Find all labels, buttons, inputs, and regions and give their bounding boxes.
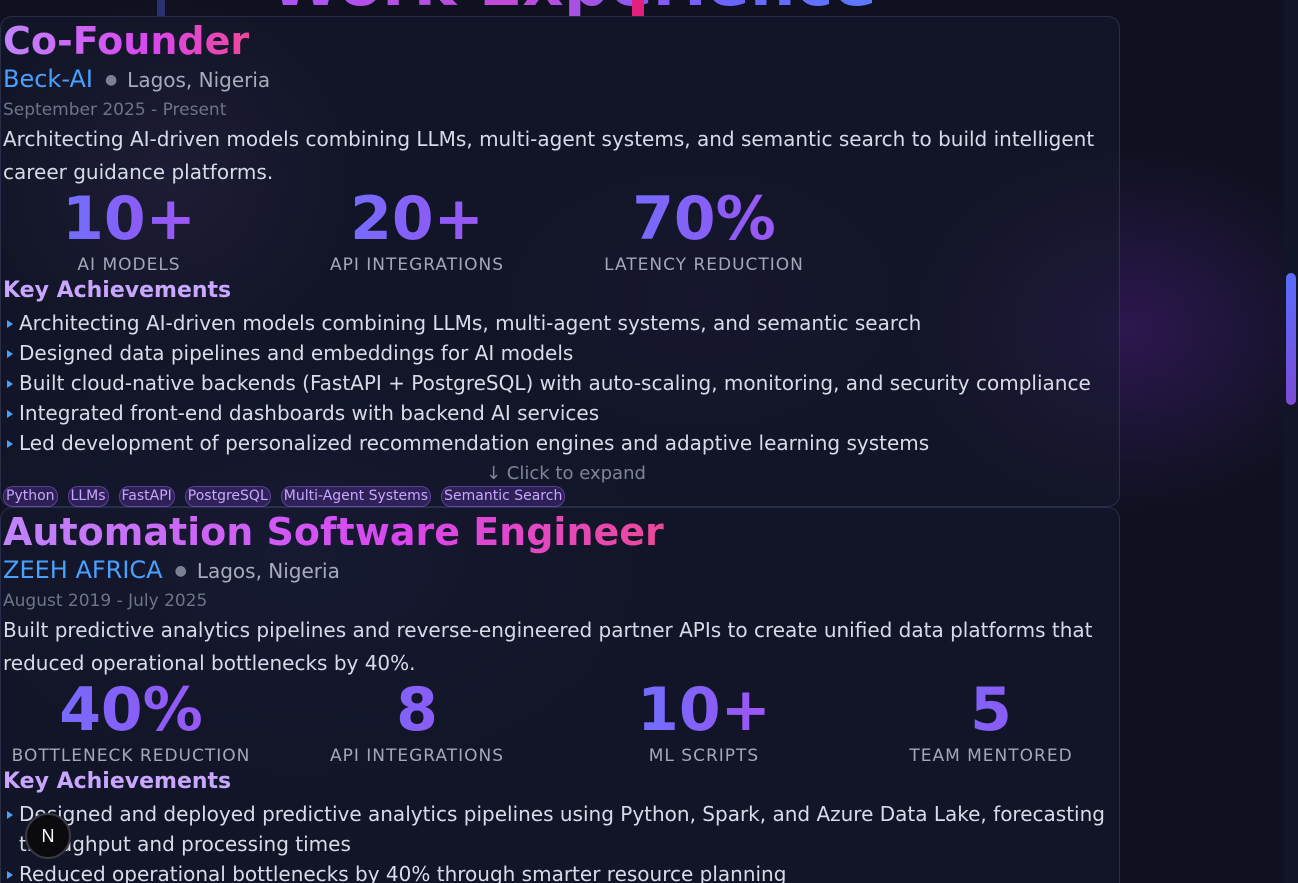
- svg-text:N: N: [42, 826, 55, 846]
- achievements-heading: Key Achievements: [3, 769, 232, 794]
- metric: 8 API INTEGRATIONS: [317, 680, 517, 766]
- metric-value: 70%: [594, 189, 814, 249]
- job-title: Co-Founder: [3, 19, 250, 63]
- achievement-text: Architecting AI-driven models combining …: [19, 311, 922, 335]
- tech-tag: FastAPI: [118, 486, 175, 507]
- metric-label: TEAM MENTORED: [909, 746, 1073, 766]
- bullet-arrow-icon: [7, 811, 13, 819]
- metric-label: LATENCY REDUCTION: [604, 255, 804, 275]
- metric-value: 20+: [317, 189, 517, 249]
- metric: 10+ AI MODELS: [49, 189, 209, 275]
- experience-card[interactable]: Co-Founder Beck-AI ● Lagos, Nigeria Sept…: [0, 16, 1120, 507]
- company-line: ZEEH AFRICA ● Lagos, Nigeria: [3, 556, 340, 584]
- metric: 40% BOTTLENECK REDUCTION: [9, 680, 253, 766]
- achievements-list: Designed and deployed predictive analyti…: [1, 799, 1111, 883]
- separator-dot-icon: ●: [174, 563, 187, 579]
- achievement-text: Led development of personalized recommen…: [19, 431, 930, 455]
- tech-tag: Multi-Agent Systems: [280, 486, 432, 507]
- list-item: Architecting AI-driven models combining …: [1, 308, 1111, 338]
- metric: 20+ API INTEGRATIONS: [317, 189, 517, 275]
- nextjs-dev-badge[interactable]: N: [25, 813, 71, 859]
- list-item: Built cloud-native backends (FastAPI + P…: [1, 368, 1111, 398]
- location: Lagos, Nigeria: [196, 559, 340, 583]
- list-item: Designed data pipelines and embeddings f…: [1, 338, 1111, 368]
- achievement-text: Built cloud-native backends (FastAPI + P…: [19, 371, 1091, 395]
- list-item: Led development of personalized recommen…: [1, 428, 1111, 458]
- metric: 5 TEAM MENTORED: [896, 680, 1086, 766]
- location: Lagos, Nigeria: [127, 68, 271, 92]
- expand-button[interactable]: ↓ Click to expand: [486, 463, 646, 484]
- date-range: August 2019 - July 2025: [3, 591, 208, 611]
- achievement-text: Designed and deployed predictive analyti…: [19, 802, 1105, 856]
- metric: 10+ ML SCRIPTS: [624, 680, 784, 766]
- metric-label: BOTTLENECK REDUCTION: [11, 746, 251, 766]
- metric-value: 5: [896, 680, 1086, 740]
- company-line: Beck-AI ● Lagos, Nigeria: [3, 65, 270, 93]
- tech-tags: Python LLMs FastAPI PostgreSQL Multi-Age…: [3, 486, 566, 507]
- job-summary: Architecting AI-driven models combining …: [3, 127, 1095, 184]
- bullet-arrow-icon: [7, 350, 13, 358]
- nextjs-logo-icon: N: [42, 826, 55, 846]
- company-name: Beck-AI: [3, 65, 93, 93]
- metric-value: 8: [317, 680, 517, 740]
- metric-label: API INTEGRATIONS: [329, 255, 505, 275]
- bullet-arrow-icon: [7, 440, 13, 448]
- bullet-arrow-icon: [7, 410, 13, 418]
- metric-label: ML SCRIPTS: [648, 746, 760, 766]
- metric: 70% LATENCY REDUCTION: [594, 189, 814, 275]
- scrollbar-thumb[interactable]: [1286, 273, 1296, 405]
- metric-value: 10+: [49, 189, 209, 249]
- bullet-arrow-icon: [7, 871, 13, 879]
- experience-card[interactable]: Automation Software Engineer ZEEH AFRICA…: [0, 507, 1120, 883]
- job-summary: Built predictive analytics pipelines and…: [3, 618, 1093, 675]
- date-range: September 2025 - Present: [3, 100, 227, 120]
- bullet-arrow-icon: [7, 320, 13, 328]
- tech-tag: Python: [3, 486, 58, 507]
- achievements-list: Architecting AI-driven models combining …: [1, 308, 1111, 458]
- metric-label: API INTEGRATIONS: [329, 746, 505, 766]
- list-item: Integrated front-end dashboards with bac…: [1, 398, 1111, 428]
- section-heading: Work Experience: [270, 0, 877, 16]
- tech-tag: PostgreSQL: [184, 486, 271, 507]
- achievement-text: Integrated front-end dashboards with bac…: [19, 401, 600, 425]
- page-scrollbar[interactable]: [1284, 0, 1298, 883]
- heading-accent: [632, 0, 644, 16]
- tech-tag: LLMs: [67, 486, 109, 507]
- separator-dot-icon: ●: [104, 72, 118, 88]
- achievement-text: Designed data pipelines and embeddings f…: [19, 341, 574, 365]
- metric-value: 40%: [9, 680, 253, 740]
- company-name: ZEEH AFRICA: [3, 556, 163, 584]
- list-item: Reduced operational bottlenecks by 40% t…: [1, 859, 1111, 883]
- metric-value: 10+: [624, 680, 784, 740]
- list-item: Designed and deployed predictive analyti…: [1, 799, 1111, 859]
- job-title: Automation Software Engineer: [3, 510, 664, 554]
- bullet-arrow-icon: [7, 380, 13, 388]
- achievements-heading: Key Achievements: [3, 278, 232, 303]
- achievement-text: Reduced operational bottlenecks by 40% t…: [19, 862, 787, 883]
- tech-tag: Semantic Search: [441, 486, 566, 507]
- metric-label: AI MODELS: [77, 255, 181, 275]
- timeline-line: [157, 0, 165, 16]
